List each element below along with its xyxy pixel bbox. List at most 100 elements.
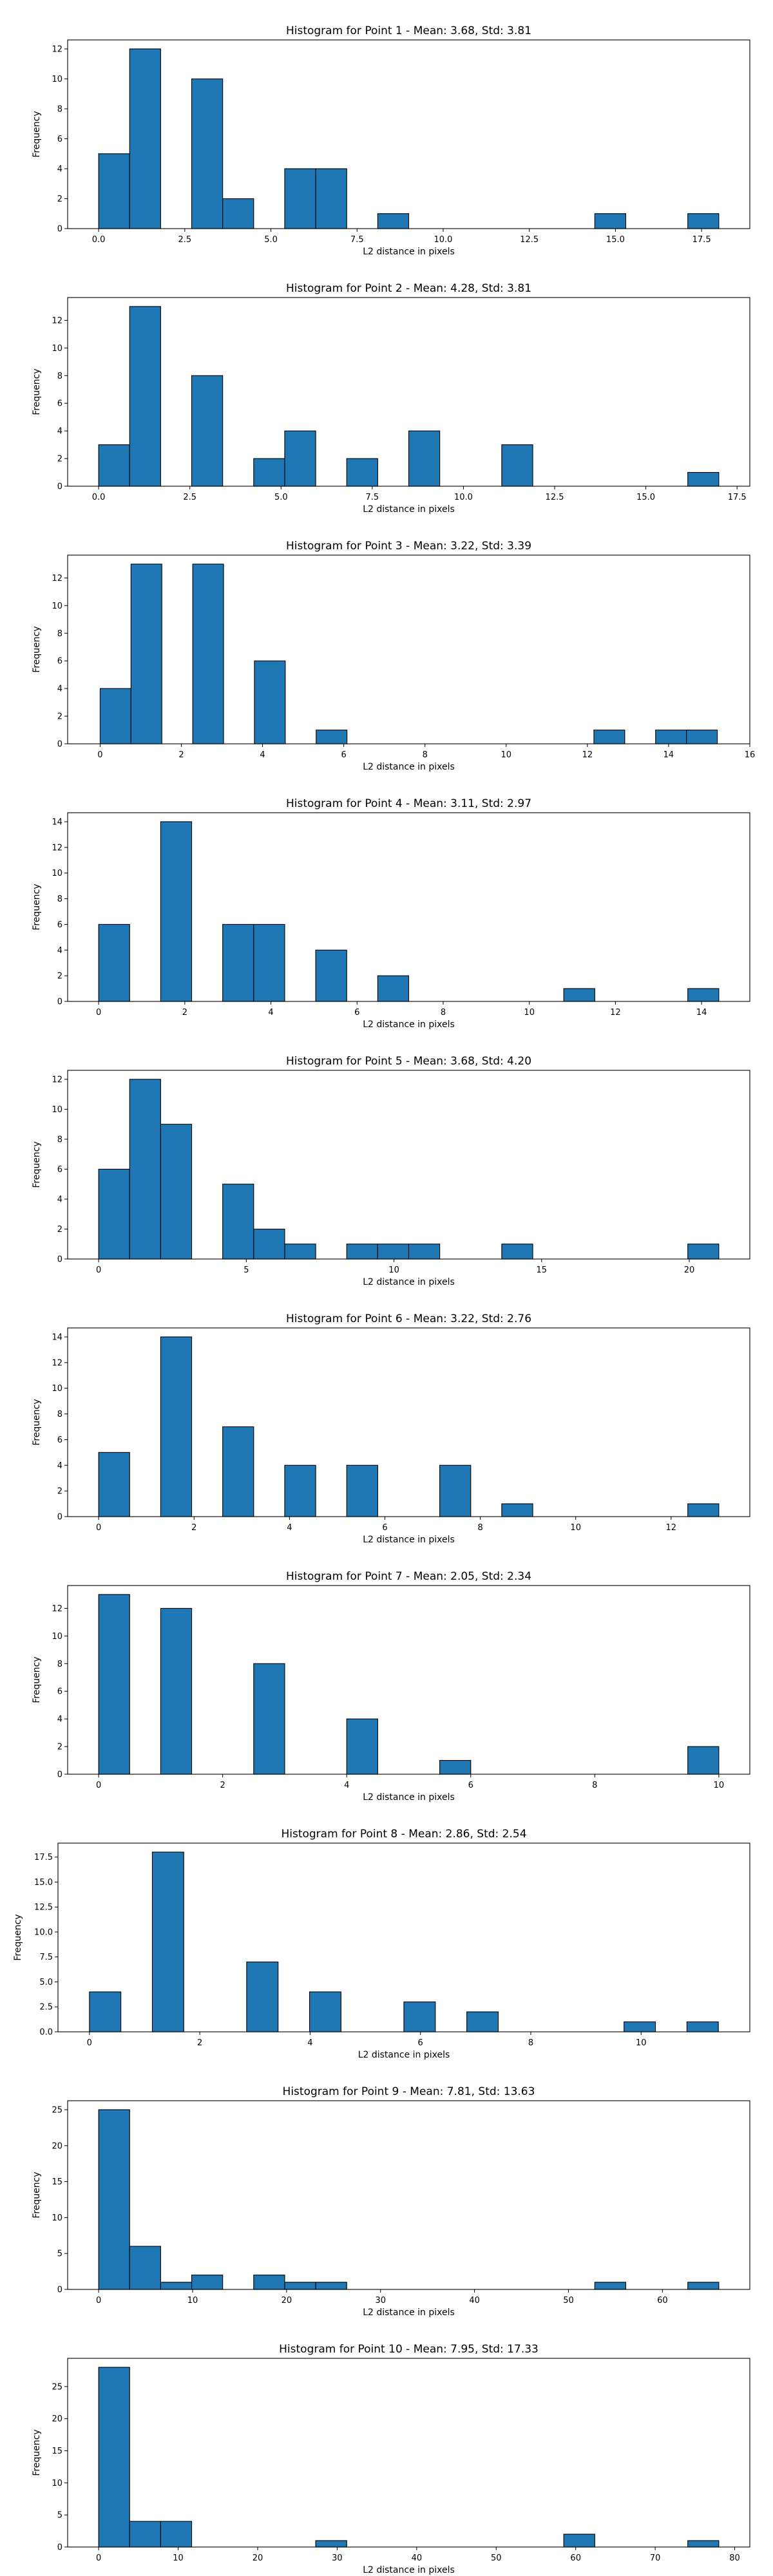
y-tick-label: 8 xyxy=(57,1410,62,1419)
y-tick-label: 0.0 xyxy=(39,2028,53,2038)
histogram-bar xyxy=(160,1124,193,1260)
histogram-bar xyxy=(563,2533,595,2548)
histogram-bar xyxy=(377,1244,410,1260)
y-tick-label: 6 xyxy=(57,1165,62,1175)
x-tick-label: 30 xyxy=(332,2553,343,2563)
x-axis-label: L2 distance in pixels xyxy=(363,762,455,772)
chart-title: Histogram for Point 3 - Mean: 3.22, Std:… xyxy=(286,540,531,553)
histogram-bar xyxy=(377,975,410,1002)
axes-frame xyxy=(67,1585,750,1775)
histogram-bar xyxy=(501,444,533,487)
histogram-bar xyxy=(192,564,224,744)
histogram-bar xyxy=(253,458,285,487)
histogram-bar xyxy=(253,2275,285,2290)
x-tick-label: 16 xyxy=(745,750,756,760)
y-tick-label: 10 xyxy=(52,2213,62,2223)
histogram-bar xyxy=(89,1991,122,2032)
histogram-bar xyxy=(563,988,595,1002)
x-tick-label: 70 xyxy=(650,2553,661,2563)
x-tick-label: 10 xyxy=(570,1523,581,1533)
histogram-bar xyxy=(346,1718,378,1775)
x-tick-label: 6 xyxy=(341,750,347,760)
x-tick-label: 0 xyxy=(96,1265,101,1275)
x-tick-label: 0 xyxy=(96,1523,101,1533)
y-tick-label: 2 xyxy=(57,1487,62,1497)
x-tick-label: 0.0 xyxy=(92,235,106,245)
histogram-bar xyxy=(98,1594,130,1775)
axes-frame xyxy=(67,2358,750,2548)
histogram-bar xyxy=(98,2367,130,2548)
histogram-bar xyxy=(377,213,410,229)
chart-panel-10: Histogram for Point 10 - Mean: 7.95, Std… xyxy=(32,2343,750,2575)
x-tick-label: 8 xyxy=(423,750,428,760)
y-tick-label: 6 xyxy=(57,1687,62,1697)
chart-panel-3: Histogram for Point 3 - Mean: 3.22, Std:… xyxy=(32,540,755,772)
x-tick-label: 60 xyxy=(570,2553,581,2563)
histogram-bar xyxy=(98,1452,130,1517)
x-axis-label: L2 distance in pixels xyxy=(363,1277,455,1287)
y-tick-label: 10.0 xyxy=(34,1927,53,1937)
x-tick-label: 80 xyxy=(729,2553,740,2563)
histogram-bar xyxy=(408,430,441,487)
y-axis-label: Frequency xyxy=(32,626,42,672)
chart-panel-8: Histogram for Point 8 - Mean: 2.86, Std:… xyxy=(13,1828,750,2060)
x-tick-label: 0 xyxy=(96,1008,101,1018)
histogram-bar xyxy=(687,2540,720,2548)
x-tick-label: 12.5 xyxy=(546,493,564,502)
x-tick-label: 0 xyxy=(97,750,102,760)
x-tick-label: 10.0 xyxy=(434,235,453,245)
histogram-bar xyxy=(315,2540,347,2548)
x-tick-label: 8 xyxy=(528,2038,533,2048)
y-tick-label: 25 xyxy=(52,2382,62,2392)
x-tick-label: 12.5 xyxy=(520,235,539,245)
histogram-bar xyxy=(686,729,718,744)
chart-panel-2: Histogram for Point 2 - Mean: 4.28, Std:… xyxy=(32,282,750,515)
chart-title: Histogram for Point 9 - Mean: 7.81, Std:… xyxy=(283,2085,535,2098)
y-tick-label: 4 xyxy=(57,1195,62,1204)
y-tick-label: 0 xyxy=(57,2543,62,2553)
y-tick-label: 0 xyxy=(57,482,62,492)
histogram-bar xyxy=(687,471,720,487)
histogram-bar xyxy=(191,78,224,229)
histogram-bar xyxy=(284,1464,316,1517)
y-tick-label: 0 xyxy=(57,1513,62,1522)
y-tick-label: 0 xyxy=(57,998,62,1007)
y-tick-label: 12 xyxy=(52,1604,62,1614)
axes-frame xyxy=(67,812,750,1002)
y-tick-label: 4 xyxy=(57,1461,62,1471)
x-tick-label: 10 xyxy=(714,1781,725,1790)
y-tick-label: 0 xyxy=(57,2286,62,2295)
x-tick-label: 10 xyxy=(173,2553,184,2563)
y-tick-label: 12.5 xyxy=(34,1903,53,1913)
histogram-bar xyxy=(316,729,348,744)
chart-title: Histogram for Point 7 - Mean: 2.05, Std:… xyxy=(286,1570,531,1583)
x-tick-label: 20 xyxy=(684,1265,695,1275)
x-tick-label: 10 xyxy=(524,1008,535,1018)
histogram-bar xyxy=(346,1244,378,1260)
y-axis-label: Frequency xyxy=(32,2429,42,2476)
x-tick-label: 10 xyxy=(388,1265,399,1275)
x-tick-label: 50 xyxy=(491,2553,502,2563)
x-axis-label: L2 distance in pixels xyxy=(363,2565,455,2575)
x-tick-label: 12 xyxy=(610,1008,621,1018)
y-tick-label: 7.5 xyxy=(39,1953,53,1962)
histogram-bar xyxy=(687,1503,720,1517)
histogram-bar xyxy=(309,1991,341,2032)
y-tick-label: 8 xyxy=(57,104,62,114)
y-tick-label: 0 xyxy=(57,225,62,234)
x-axis-label: L2 distance in pixels xyxy=(358,2050,450,2060)
y-tick-label: 15 xyxy=(52,2177,62,2187)
chart-title: Histogram for Point 4 - Mean: 3.11, Std:… xyxy=(286,797,531,810)
x-axis-label: L2 distance in pixels xyxy=(363,1019,455,1030)
histogram-bar xyxy=(98,923,130,1002)
histogram-bar xyxy=(315,2282,347,2290)
histogram-bar xyxy=(687,213,720,229)
histogram-bar xyxy=(222,1426,254,1517)
x-tick-label: 15.0 xyxy=(606,235,625,245)
chart-title: Histogram for Point 1 - Mean: 3.68, Std:… xyxy=(286,24,531,37)
y-axis-label: Frequency xyxy=(32,884,42,930)
histogram-bar xyxy=(315,168,347,229)
y-tick-label: 6 xyxy=(57,920,62,930)
histogram-bar xyxy=(346,1464,378,1517)
histogram-bar xyxy=(466,2011,499,2032)
